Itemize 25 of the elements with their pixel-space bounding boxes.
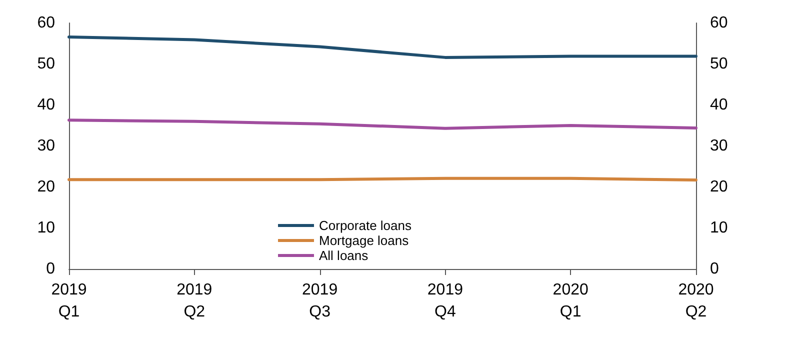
- y-tick-label: 30: [37, 138, 56, 154]
- x-tick-label: 2019 Q2: [176, 282, 212, 320]
- legend-label: All loans: [319, 248, 369, 263]
- y-tick-label: 0: [46, 260, 56, 278]
- x-tick-label: 2020 Q2: [678, 282, 714, 320]
- y2-tick-label: 30: [710, 138, 728, 154]
- y-tick-label: 50: [37, 56, 56, 72]
- y2-tick-label: 20: [710, 178, 728, 196]
- y-tick-label: 40: [37, 96, 56, 114]
- y-tick-label: 60: [37, 14, 56, 32]
- x-tick-label: 2019 Q3: [302, 282, 338, 320]
- line-series: [68, 35, 698, 59]
- y-tick-label: 10: [37, 220, 56, 236]
- y2-tick-label: 40: [710, 96, 728, 114]
- legend-label: Mortgage loans: [319, 233, 410, 248]
- x-tick-label: 2019 Q4: [427, 282, 464, 320]
- legend-label: Corporate loans: [319, 218, 412, 233]
- y2-tick-label: 50: [710, 56, 728, 72]
- x-tick-label: 2020 Q1: [552, 282, 588, 320]
- y-tick-label: 20: [37, 178, 56, 196]
- line-series: [68, 118, 698, 130]
- x-tick-label: 2019 Q1: [51, 282, 87, 320]
- y2-tick-label: 0: [710, 260, 719, 278]
- y2-tick-label: 60: [710, 14, 728, 32]
- y2-tick-label: 10: [710, 220, 728, 236]
